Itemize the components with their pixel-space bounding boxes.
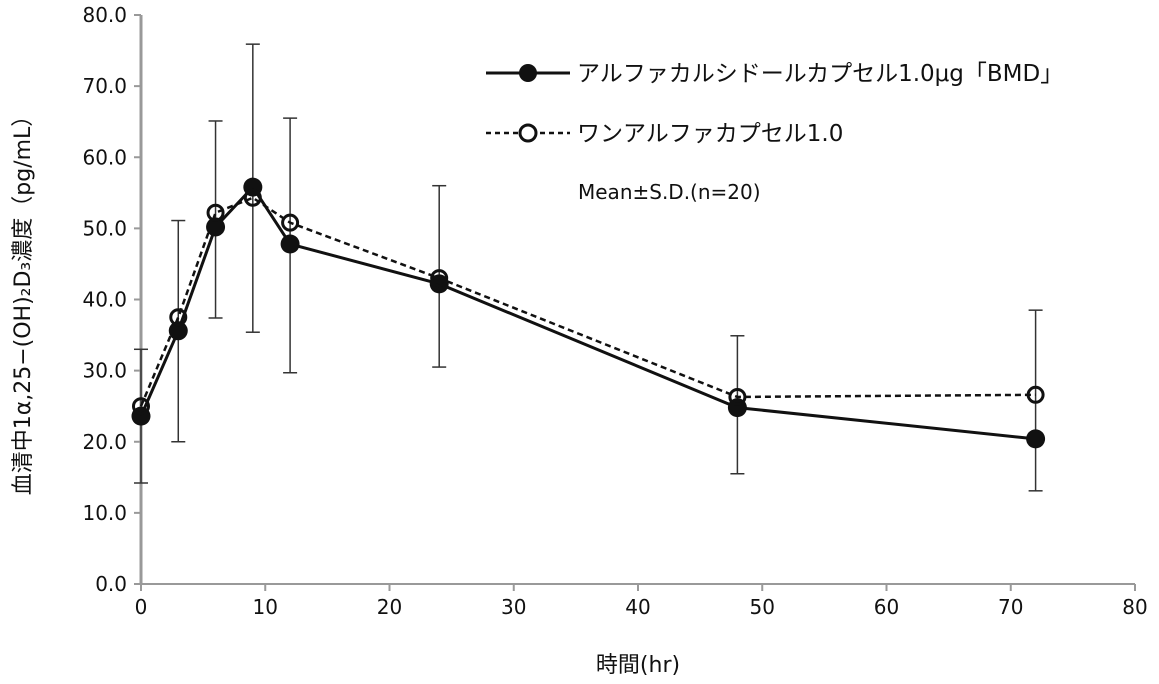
y-tick-label: 10.0: [82, 501, 127, 525]
data-point-series-2: [1026, 385, 1045, 404]
y-axis-label: 血清中1α,25−(OH)₂D₃濃度（pg/mL）: [11, 105, 36, 496]
data-point-series-1: [168, 321, 188, 341]
x-tick-label: 10: [253, 595, 278, 619]
y-tick-label: 50.0: [82, 216, 127, 240]
data-point-series-2: [169, 308, 188, 327]
y-tick-label: 40.0: [82, 288, 127, 312]
legend-marker-open: [518, 123, 538, 143]
data-point-series-1: [1026, 429, 1046, 449]
data-point-series-2: [281, 213, 300, 232]
data-point-series-1: [206, 217, 226, 237]
data-point-series-2: [728, 387, 747, 406]
y-tick-label: 80.0: [82, 3, 127, 27]
annotation-mean-sd: Mean±S.D.(n=20): [578, 180, 761, 204]
x-tick-label: 50: [750, 595, 775, 619]
series-line-2: [139, 196, 1036, 407]
x-tick-label: 60: [874, 595, 899, 619]
series-line-1: [139, 184, 1036, 441]
x-tick-label: 0: [135, 595, 148, 619]
legend: アルファカルシドールカプセル1.0μg「BMD」 ワンアルファカプセル1.0 M…: [486, 61, 1063, 204]
data-point-series-1: [429, 274, 449, 294]
x-tick-label: 30: [501, 595, 526, 619]
legend-label-series-2: ワンアルファカプセル1.0: [577, 121, 843, 147]
y-tick-label: 0.0: [95, 572, 127, 596]
legend-label-series-1: アルファカルシドールカプセル1.0μg「BMD」: [577, 61, 1063, 87]
x-tick-label: 70: [998, 595, 1023, 619]
data-point-series-2: [430, 269, 449, 288]
y-tick-label: 70.0: [82, 74, 127, 98]
y-tick-label: 60.0: [82, 145, 127, 169]
y-tick-label: 20.0: [82, 430, 127, 454]
data-point-series-1: [280, 234, 300, 254]
y-tick-label: 30.0: [82, 359, 127, 383]
x-tick-label: 80: [1122, 595, 1147, 619]
x-axis-label: 時間(hr): [596, 653, 680, 678]
x-tick-label: 40: [625, 595, 650, 619]
data-point-series-2: [243, 188, 262, 207]
legend-marker-filled: [519, 64, 537, 82]
x-tick-label: 20: [377, 595, 402, 619]
data-point-series-2: [206, 203, 225, 222]
data-point-series-2: [132, 397, 150, 416]
